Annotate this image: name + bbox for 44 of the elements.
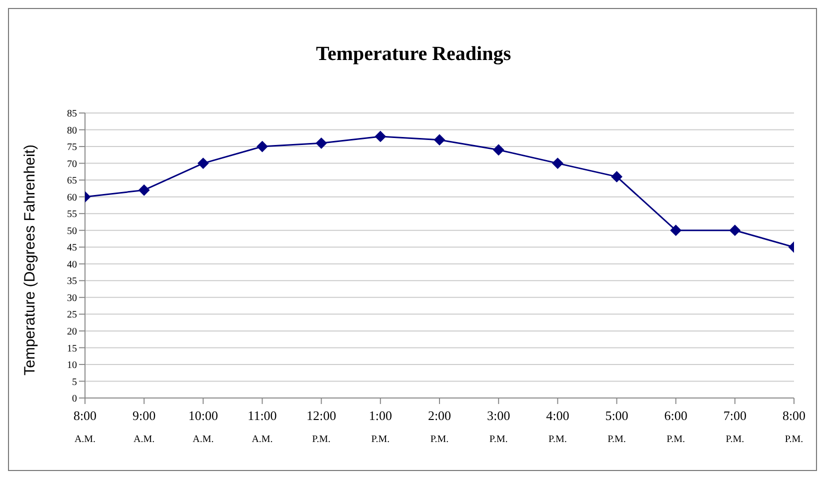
x-tick-label: 2:00 P.M. [428, 408, 452, 445]
x-tick-label: 3:00 P.M. [487, 408, 510, 445]
point [374, 130, 386, 142]
y-tick-label: 65 [67, 176, 77, 187]
x-tick-label: 10:00 A.M. [188, 408, 218, 445]
x-tick-label: 1:00 P.M. [368, 408, 392, 445]
y-tick-label: 10 [67, 360, 77, 372]
y-tick-label: 15 [67, 343, 77, 354]
x-tick-label: 5:00 P.M. [605, 408, 628, 445]
point [316, 138, 327, 149]
y-tick-label: 50 [67, 226, 77, 237]
y-tick-label: 70 [67, 158, 77, 170]
point [256, 141, 268, 152]
point [493, 144, 504, 156]
y-tick-label: 25 [67, 310, 77, 321]
point [138, 184, 150, 196]
y-tick-label: 30 [67, 292, 77, 304]
x-tick-label: 8:00 P.M. [782, 408, 806, 445]
point [552, 158, 564, 169]
x-tick-label: 9:00 A.M. [132, 408, 156, 445]
point [729, 224, 740, 236]
y-tick-label: 60 [67, 192, 77, 204]
point [198, 158, 209, 169]
y-tick-label: 45 [67, 242, 77, 254]
point [611, 171, 622, 182]
y-tick-label: 0 [72, 394, 77, 405]
y-tick-label: 35 [67, 276, 77, 288]
y-axis-title: Temperature (Degrees Fahrenheit) [21, 144, 38, 376]
y-tick-label: 40 [67, 259, 77, 270]
y-tick-label: 55 [67, 209, 77, 220]
y-tick-label: 5 [72, 376, 77, 388]
chart-title: Temperature Readings [315, 43, 512, 66]
y-tick-label: 85 [67, 108, 77, 120]
x-tick-label: 7:00 P.M. [723, 408, 746, 445]
x-tick-label: 8:00 A.M. [73, 408, 97, 445]
x-tick-label: 4:00 P.M. [546, 408, 570, 445]
y-tick-label: 75 [67, 142, 77, 154]
point [434, 134, 445, 146]
x-tick-label: 12:00 P.M. [306, 408, 336, 445]
point [670, 224, 682, 236]
x-tick-label: 6:00 P.M. [664, 408, 688, 445]
y-tick-label: 80 [67, 125, 77, 136]
x-tick-label: 11:00 A.M. [248, 408, 277, 445]
y-tick-label: 20 [67, 326, 77, 338]
